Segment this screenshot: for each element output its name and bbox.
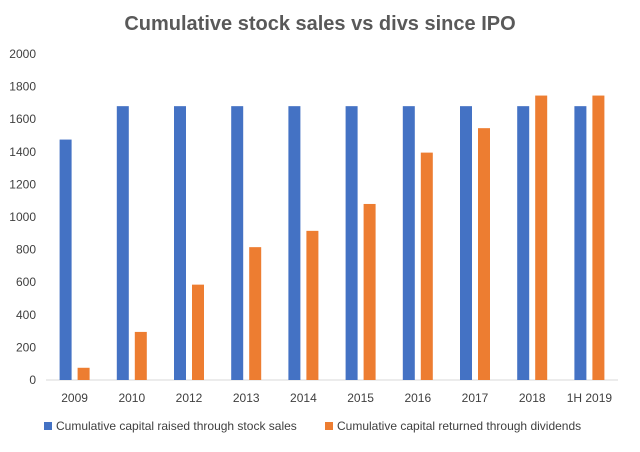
x-tick-label: 2015 [347, 391, 374, 405]
x-tick-label: 2012 [176, 391, 203, 405]
x-tick-label: 2017 [462, 391, 489, 405]
x-axis: 2009 2010 2012 2013 2014 2015 2016 2017 2018 1H 2… [46, 379, 618, 405]
bar-dividends [535, 95, 548, 380]
chart-title: Cumulative stock sales vs divs since IPO [124, 13, 515, 35]
legend-label-stock-sales: Cumulative capital raised through stock … [56, 419, 297, 433]
x-tick-label: 2018 [519, 391, 546, 405]
y-tick-label: 200 [16, 340, 36, 354]
bar-stock-sales [574, 106, 587, 380]
y-tick-label: 1200 [9, 177, 36, 191]
legend-label-dividends: Cumulative capital returned through divi… [337, 419, 581, 433]
y-axis: 0 200 400 600 800 1000 1200 1400 1600 1800 2000 [9, 47, 36, 387]
y-tick-label: 2000 [9, 47, 36, 61]
x-tick-label: 1H 2019 [567, 391, 613, 405]
bar-dividends [592, 95, 605, 380]
y-tick-label: 400 [16, 308, 36, 322]
bar-stock-sales [231, 106, 244, 380]
y-tick-label: 600 [16, 275, 36, 289]
y-tick-label: 1800 [9, 80, 36, 94]
bar-dividends [478, 128, 490, 380]
bar-dividends [306, 230, 319, 380]
bar-dividends [134, 331, 147, 380]
legend: Cumulative capital raised through stock … [44, 419, 581, 433]
y-tick-label: 800 [16, 243, 36, 257]
bar-stock-sales [288, 106, 301, 380]
bar-stock-sales [116, 106, 129, 380]
bar-stock-sales [59, 139, 72, 380]
bar-stock-sales [460, 106, 472, 380]
legend-swatch-stock-sales [44, 422, 52, 430]
bar-stock-sales [402, 106, 415, 380]
x-tick-label: 2016 [404, 391, 431, 405]
bar-dividends [192, 284, 204, 380]
y-tick-label: 0 [29, 373, 36, 387]
legend-item-dividends: Cumulative capital returned through divi… [325, 419, 581, 433]
y-tick-label: 1600 [9, 112, 36, 126]
bars [59, 95, 605, 380]
y-tick-label: 1000 [9, 210, 36, 224]
x-tick-label: 2014 [290, 391, 317, 405]
legend-item-stock-sales: Cumulative capital raised through stock … [44, 419, 297, 433]
bar-dividends [77, 367, 90, 380]
bar-dividends [363, 203, 376, 380]
legend-swatch-dividends [325, 422, 333, 430]
x-tick-label: 2010 [118, 391, 145, 405]
bar-stock-sales [517, 106, 530, 380]
y-tick-label: 1400 [9, 145, 36, 159]
bar-stock-sales [345, 106, 358, 380]
x-tick-label: 2009 [61, 391, 88, 405]
bar-dividends [249, 247, 262, 380]
bar-dividends [420, 152, 433, 380]
x-tick-label: 2013 [233, 391, 260, 405]
bar-stock-sales [174, 106, 186, 380]
